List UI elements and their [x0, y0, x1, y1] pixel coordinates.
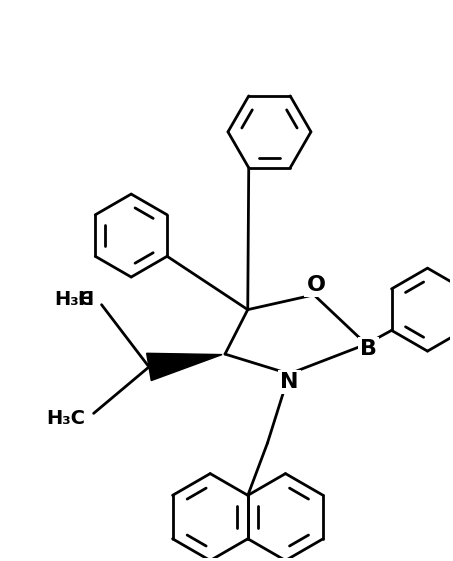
Polygon shape	[147, 353, 222, 380]
Text: H: H	[77, 290, 94, 309]
Text: N: N	[280, 372, 299, 392]
Text: H₃C: H₃C	[55, 290, 94, 309]
Text: B: B	[360, 339, 377, 359]
Text: O: O	[306, 275, 325, 295]
Text: H₃C: H₃C	[47, 409, 86, 428]
